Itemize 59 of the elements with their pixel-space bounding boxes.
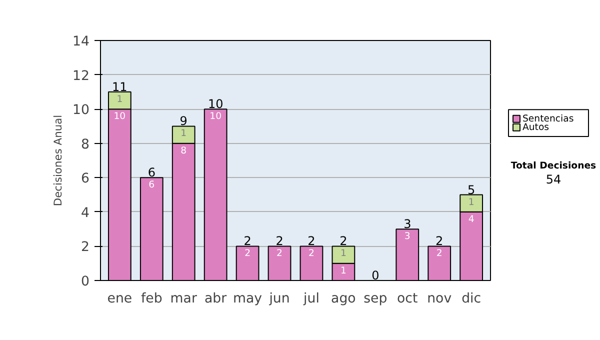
total-label: 5 bbox=[468, 182, 476, 197]
total-label: 9 bbox=[180, 114, 188, 128]
x-tick-label: jun bbox=[268, 292, 290, 306]
total-label: 3 bbox=[404, 217, 412, 232]
total-label: 2 bbox=[340, 234, 348, 248]
y-tick-label: 4 bbox=[81, 206, 90, 221]
total-label: 0 bbox=[372, 268, 380, 282]
x-tick-label: oct bbox=[397, 292, 418, 306]
total-label: 2 bbox=[276, 234, 284, 248]
data-label: 1 bbox=[340, 248, 346, 260]
data-label: 1 bbox=[340, 265, 346, 276]
data-label: 1 bbox=[468, 196, 474, 208]
total-label: 10 bbox=[208, 97, 224, 112]
y-tick-label: 14 bbox=[72, 34, 90, 50]
data-label: 10 bbox=[114, 111, 126, 122]
x-tick-label: jul bbox=[302, 292, 320, 306]
y-tick-label: 6 bbox=[81, 172, 90, 187]
y-tick-label: 12 bbox=[72, 68, 90, 84]
data-label: 1 bbox=[180, 128, 187, 140]
y-axis-title: Decisiones Anual bbox=[52, 114, 65, 206]
bar bbox=[428, 246, 452, 280]
data-label: 2 bbox=[308, 248, 314, 260]
text: Total Decisiones bbox=[510, 160, 597, 172]
total-label: 2 bbox=[308, 234, 316, 248]
bar bbox=[300, 246, 324, 280]
legend-label: Sentencias bbox=[522, 113, 574, 124]
x-tick-label: sep bbox=[364, 292, 388, 306]
total-label: 2 bbox=[244, 234, 252, 248]
data-label: 2 bbox=[276, 248, 282, 260]
data-label: 3 bbox=[404, 231, 410, 242]
data-label: 8 bbox=[180, 145, 187, 156]
data-label: 1 bbox=[116, 94, 123, 105]
y-tick-label: 0 bbox=[81, 274, 90, 290]
total-label: 11 bbox=[112, 80, 128, 94]
x-tick-label: may bbox=[233, 292, 262, 306]
y-tick-label: 8 bbox=[81, 137, 90, 152]
x-tick-label: nov bbox=[427, 292, 452, 306]
x-tick-label: ene bbox=[107, 292, 132, 306]
data-label: 2 bbox=[244, 248, 251, 260]
bar bbox=[140, 177, 164, 280]
bar bbox=[268, 246, 292, 280]
x-tick-label: abr bbox=[204, 292, 228, 306]
x-tick-label: dic bbox=[462, 292, 482, 306]
legend-label: Autos bbox=[522, 122, 550, 133]
x-tick-label: mar bbox=[170, 292, 198, 306]
data-label: 2 bbox=[436, 248, 442, 260]
data-label: 10 bbox=[210, 111, 222, 122]
bar bbox=[236, 246, 260, 280]
data-label: 6 bbox=[148, 180, 155, 191]
bar bbox=[396, 228, 420, 280]
x-tick-label: feb bbox=[140, 292, 162, 306]
x-tick-label: ago bbox=[331, 292, 356, 306]
y-tick-label: 10 bbox=[72, 103, 90, 118]
text: 54 bbox=[546, 172, 562, 186]
bar bbox=[204, 108, 228, 280]
data-label: 4 bbox=[468, 214, 474, 225]
total-label: 6 bbox=[148, 166, 156, 180]
y-tick-label: 2 bbox=[81, 240, 90, 256]
total-label: 2 bbox=[436, 234, 444, 248]
